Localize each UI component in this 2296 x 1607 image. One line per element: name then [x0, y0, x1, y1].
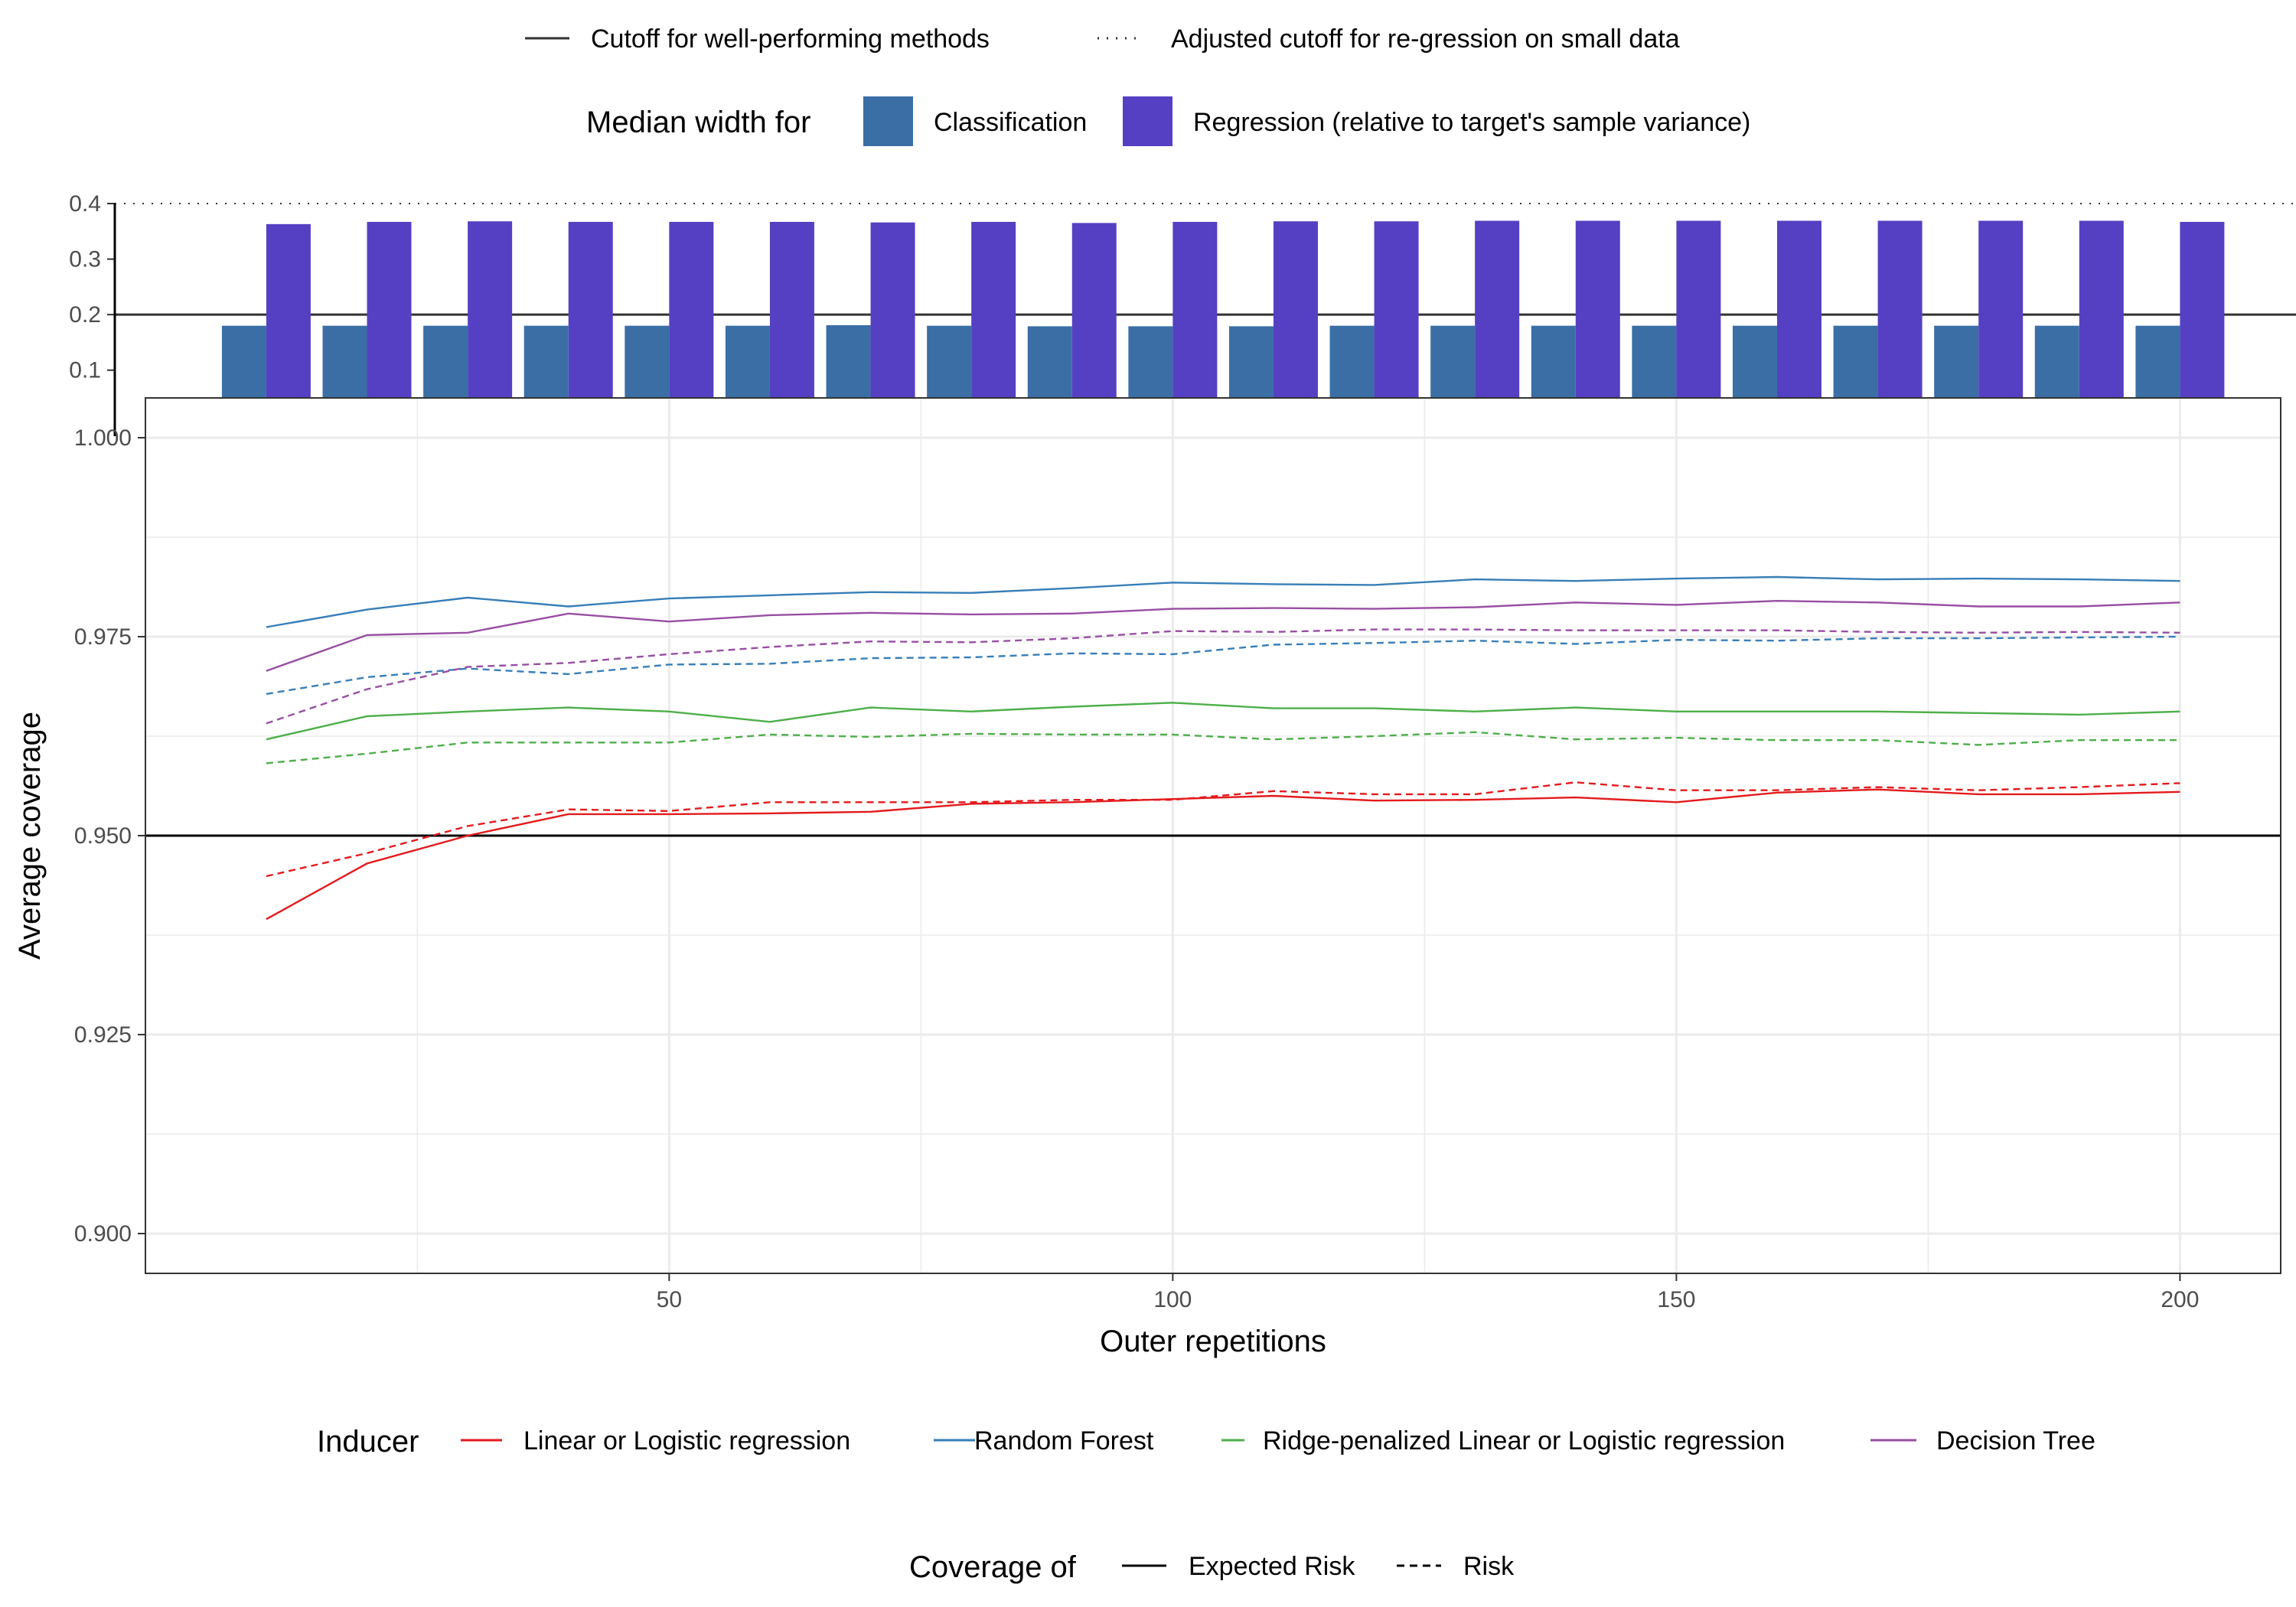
series-linear-expected-risk — [266, 788, 2180, 921]
bar-classification — [1228, 326, 1274, 398]
series-tree-risk — [266, 628, 2180, 725]
series-ridge-expected-risk — [266, 702, 2180, 741]
bar-classification — [1934, 325, 1979, 398]
y-axis-title: Average coverage — [13, 712, 47, 960]
bar-regression — [367, 221, 412, 398]
bar-y-tick-label: 0.1 — [69, 358, 101, 383]
bar-regression — [870, 222, 915, 398]
inducer-legend: Inducer Linear or Logistic regression Ra… — [317, 1425, 2095, 1459]
cutoff-legend-label: Cutoff for well-performing methods — [591, 24, 990, 54]
series-tree-expected-risk — [266, 599, 2180, 672]
legend-label-random-forest: Random Forest — [974, 1426, 1154, 1455]
bar-regression — [468, 221, 513, 398]
series-rf-expected-risk — [266, 575, 2180, 628]
series-rf-risk — [266, 635, 2180, 696]
bar-regression — [769, 221, 814, 398]
y-tick-label: 1.000 — [74, 425, 132, 451]
x-tick-label: 150 — [1657, 1287, 1695, 1312]
bar-classification — [1833, 325, 1878, 398]
classification-legend-label: Classification — [934, 108, 1087, 137]
bar-regression — [1071, 223, 1117, 398]
bar-regression — [2079, 220, 2124, 398]
coverage-legend-title: Coverage of — [909, 1550, 1077, 1584]
bar-classification — [1430, 325, 1476, 398]
legend-label-expected-risk: Expected Risk — [1189, 1552, 1355, 1581]
legend-label-decision-tree: Decision Tree — [1936, 1426, 2095, 1455]
bar-regression — [971, 221, 1016, 398]
legend-label-linear: Linear or Logistic regression — [523, 1426, 850, 1455]
legend-label-ridge: Ridge-penalized Linear or Logistic regre… — [1263, 1426, 1785, 1455]
bar-regression — [1374, 221, 1419, 398]
adjusted-cutoff-legend-label: Adjusted cutoff for re-gression on small… — [1171, 24, 1680, 54]
classification-legend-swatch — [863, 96, 913, 146]
bar-classification — [1329, 325, 1375, 398]
bar-y-axis: 0.1 0.2 0.3 0.4 — [69, 191, 115, 383]
line-series — [266, 575, 2180, 921]
x-tick-label: 50 — [657, 1287, 682, 1312]
series-linear-risk — [266, 781, 2180, 878]
y-tick-label: 0.975 — [74, 624, 132, 650]
coverage-line-panel: 0.900 0.925 0.950 0.975 1.000 50 100 150 200 Ou… — [13, 397, 2281, 1358]
legend-label-risk: Risk — [1463, 1552, 1515, 1581]
bar-classification — [523, 325, 569, 398]
bar-y-tick-label: 0.2 — [69, 302, 101, 328]
x-tick-label: 200 — [2161, 1287, 2199, 1312]
bar-regression — [266, 223, 311, 398]
median-width-bar-panel: 0.1 0.2 0.3 0.4 — [69, 191, 2296, 436]
regression-legend-swatch — [1123, 96, 1172, 146]
line-panel-grid — [145, 398, 2281, 1273]
inducer-legend-title: Inducer — [317, 1425, 419, 1459]
bar-classification — [625, 325, 670, 398]
bar-classification — [1531, 325, 1576, 398]
coverage-legend: Coverage of Expected Risk Risk — [909, 1550, 1515, 1584]
top-legend: Cutoff for well-performing methods Adjus… — [525, 24, 1750, 146]
bar-regression — [568, 221, 613, 398]
bar-classification — [2135, 325, 2180, 398]
bar-classification — [1027, 326, 1072, 398]
bar-regression — [1475, 220, 1520, 398]
bar-regression — [2180, 221, 2225, 398]
bar-classification — [725, 325, 770, 398]
bar-regression — [1776, 220, 1821, 398]
bar-classification — [1632, 325, 1677, 398]
bar-regression — [1676, 220, 1721, 398]
median-width-legend-title: Median width for — [586, 106, 810, 139]
y-tick-label: 0.925 — [74, 1022, 132, 1048]
bar-regression — [1172, 221, 1218, 398]
line-y-axis: 0.900 0.925 0.950 0.975 1.000 — [74, 425, 145, 1247]
regression-legend-label: Regression (relative to target's sample … — [1193, 108, 1750, 137]
bar-y-tick-label: 0.3 — [69, 247, 101, 272]
series-ridge-risk — [266, 731, 2180, 764]
bar-classification — [826, 324, 871, 398]
bar-classification — [1128, 326, 1173, 398]
bar-classification — [423, 325, 468, 398]
bar-regression — [1273, 221, 1318, 398]
bar-regression — [669, 221, 714, 398]
x-axis-title: Outer repetitions — [1100, 1325, 1326, 1358]
x-tick-label: 100 — [1153, 1287, 1192, 1312]
y-tick-label: 0.950 — [74, 823, 132, 849]
bar-classification — [221, 325, 266, 398]
y-tick-label: 0.900 — [74, 1221, 132, 1247]
bar-regression — [1978, 220, 2024, 398]
bar-regression — [1575, 220, 1620, 398]
bar-classification — [927, 325, 972, 398]
bar-y-tick-label: 0.4 — [69, 191, 101, 217]
bar-classification — [322, 325, 367, 398]
line-x-axis: 50 100 150 200 — [657, 1273, 2199, 1312]
bar-classification — [2034, 325, 2079, 398]
bar-regression — [1877, 220, 1923, 398]
bar-marks — [221, 220, 2225, 398]
bar-classification — [1732, 325, 1777, 398]
